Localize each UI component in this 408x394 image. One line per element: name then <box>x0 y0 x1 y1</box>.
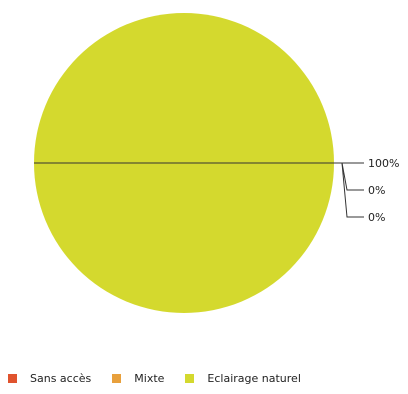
data-label-sans-acces: 0% <box>368 184 385 197</box>
leader-line-mixte <box>334 162 364 218</box>
data-label-mixte: 0% <box>368 211 385 224</box>
legend-label-mixte: Mixte <box>134 372 165 385</box>
legend-label-eclairage-naturel: Eclairage naturel <box>207 372 301 385</box>
legend-label-sans-acces: Sans accès <box>30 372 92 385</box>
legend-item-eclairage-naturel: Eclairage naturel <box>185 372 301 385</box>
leader-line-sans-acces <box>334 162 364 191</box>
data-label-eclairage-naturel: 100% <box>368 157 399 170</box>
legend-item-mixte: Mixte <box>112 372 164 385</box>
legend-item-sans-acces: Sans accès <box>8 372 91 385</box>
legend-swatch-eclairage-naturel <box>185 374 195 383</box>
legend: Sans accès Mixte Eclairage naturel <box>8 372 322 385</box>
legend-swatch-mixte <box>112 374 122 383</box>
legend-swatch-sans-acces <box>8 374 17 383</box>
